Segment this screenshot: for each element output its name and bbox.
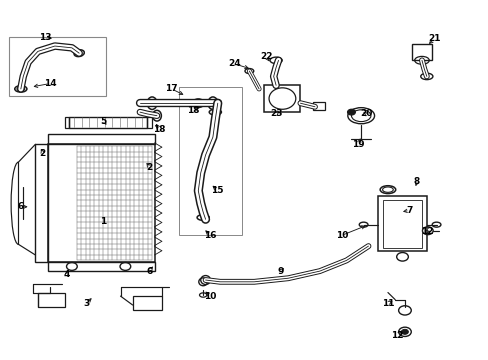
Text: 4: 4 [64,270,70,279]
Bar [47,144,154,262]
Text: 6: 6 [18,202,24,211]
Bar [47,262,154,271]
Text: 22: 22 [260,52,272,61]
Circle shape [401,329,407,334]
Text: 16: 16 [204,231,216,240]
Text: 9: 9 [277,267,284,276]
Text: 12: 12 [420,227,432,236]
Bar [38,293,64,307]
Text: 2: 2 [40,149,46,158]
Bar [69,117,147,128]
Bar [377,196,426,251]
Text: 18: 18 [153,126,165,135]
Bar [9,37,106,96]
Bar [411,44,431,60]
Text: 7: 7 [406,206,412,215]
Bar [382,200,421,248]
Text: 24: 24 [228,59,241,68]
Text: 14: 14 [43,79,56,88]
Text: 6: 6 [146,267,152,276]
Text: 11: 11 [381,299,393,308]
Text: 21: 21 [427,35,440,44]
Text: 15: 15 [211,186,224,195]
Bar [47,134,154,144]
Text: 5: 5 [100,117,106,126]
Text: 18: 18 [187,106,199,115]
Bar [132,296,162,310]
Text: 8: 8 [413,177,419,186]
Text: 2: 2 [146,163,152,172]
Text: 12: 12 [390,331,403,340]
Bar [64,117,69,128]
Bar [35,144,47,262]
Text: 10: 10 [204,292,216,301]
Text: 19: 19 [352,140,365,149]
Text: 3: 3 [83,299,89,308]
Text: 23: 23 [269,109,282,118]
Text: 13: 13 [39,33,51,42]
Bar [179,87,242,235]
Bar [264,85,300,112]
Bar [147,117,152,128]
Text: 17: 17 [165,84,178,93]
Text: 10: 10 [335,231,347,240]
Circle shape [347,109,355,115]
Text: 20: 20 [359,109,371,118]
Text: 1: 1 [100,217,106,226]
Bar [312,103,324,111]
